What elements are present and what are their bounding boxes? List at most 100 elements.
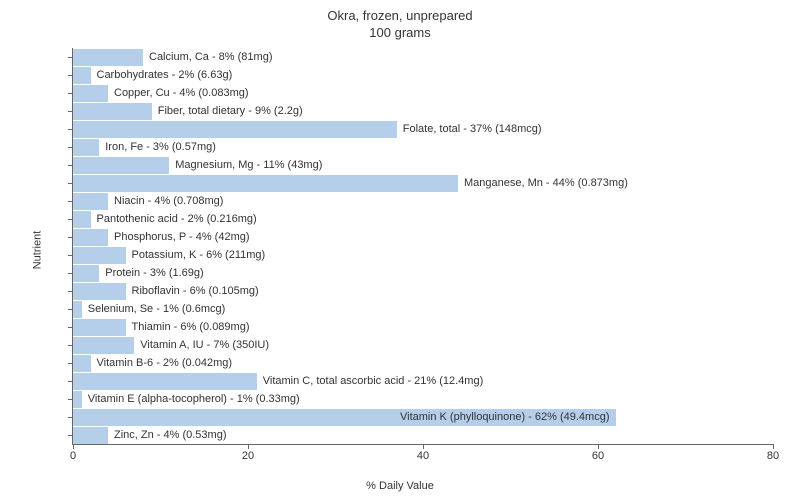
nutrient-label: Niacin - 4% (0.708mg) xyxy=(108,195,223,207)
y-tick-mark xyxy=(68,111,73,112)
y-tick-mark xyxy=(68,183,73,184)
bar-row: Vitamin A, IU - 7% (350IU) xyxy=(73,337,134,355)
y-tick-mark xyxy=(68,255,73,256)
nutrient-label: Selenium, Se - 1% (0.6mcg) xyxy=(82,303,226,315)
y-tick-mark xyxy=(68,417,73,418)
nutrient-bar: Manganese, Mn - 44% (0.873mg) xyxy=(73,175,458,192)
bar-row: Fiber, total dietary - 9% (2.2g) xyxy=(73,103,152,121)
x-tick-mark xyxy=(423,444,424,449)
x-tick-label: 60 xyxy=(592,450,604,462)
nutrient-bar: Protein - 3% (1.69g) xyxy=(73,265,99,282)
bar-row: Niacin - 4% (0.708mg) xyxy=(73,193,108,211)
nutrient-label: Potassium, K - 6% (211mg) xyxy=(126,249,266,261)
y-tick-mark xyxy=(68,399,73,400)
y-tick-mark xyxy=(68,291,73,292)
nutrient-label: Copper, Cu - 4% (0.083mg) xyxy=(108,87,249,99)
bar-row: Pantothenic acid - 2% (0.216mg) xyxy=(73,211,91,229)
x-tick-label: 20 xyxy=(242,450,254,462)
y-tick-mark xyxy=(68,345,73,346)
nutrient-label: Thiamin - 6% (0.089mg) xyxy=(126,321,250,333)
nutrient-bar: Fiber, total dietary - 9% (2.2g) xyxy=(73,103,152,120)
nutrient-label: Vitamin K (phylloquinone) - 62% (49.4mcg… xyxy=(400,411,610,423)
y-tick-mark xyxy=(68,219,73,220)
y-tick-mark xyxy=(68,93,73,94)
y-tick-mark xyxy=(68,309,73,310)
nutrient-label: Calcium, Ca - 8% (81mg) xyxy=(143,51,272,63)
bar-row: Vitamin C, total ascorbic acid - 21% (12… xyxy=(73,373,257,391)
x-tick-mark xyxy=(598,444,599,449)
x-tick-label: 40 xyxy=(417,450,429,462)
title-line-2: 100 grams xyxy=(369,25,430,40)
bar-row: Folate, total - 37% (148mcg) xyxy=(73,121,397,139)
nutrient-label: Carbohydrates - 2% (6.63g) xyxy=(91,69,233,81)
nutrient-label: Vitamin E (alpha-tocopherol) - 1% (0.33m… xyxy=(82,393,300,405)
nutrient-label: Folate, total - 37% (148mcg) xyxy=(397,123,542,135)
nutrient-bar: Phosphorus, P - 4% (42mg) xyxy=(73,229,108,246)
nutrient-bar: Iron, Fe - 3% (0.57mg) xyxy=(73,139,99,156)
nutrient-label: Vitamin A, IU - 7% (350IU) xyxy=(134,339,269,351)
bar-row: Potassium, K - 6% (211mg) xyxy=(73,247,126,265)
nutrient-bar: Selenium, Se - 1% (0.6mcg) xyxy=(73,301,82,318)
y-tick-mark xyxy=(68,327,73,328)
y-tick-mark xyxy=(68,237,73,238)
bar-row: Magnesium, Mg - 11% (43mg) xyxy=(73,157,169,175)
y-tick-mark xyxy=(68,129,73,130)
bar-row: Carbohydrates - 2% (6.63g) xyxy=(73,67,91,85)
nutrient-bar: Niacin - 4% (0.708mg) xyxy=(73,193,108,210)
nutrient-label: Iron, Fe - 3% (0.57mg) xyxy=(99,141,216,153)
y-tick-mark xyxy=(68,165,73,166)
nutrient-label: Manganese, Mn - 44% (0.873mg) xyxy=(458,177,628,189)
nutrient-bar: Riboflavin - 6% (0.105mg) xyxy=(73,283,126,300)
nutrient-bar: Carbohydrates - 2% (6.63g) xyxy=(73,67,91,84)
nutrient-bar: Vitamin B-6 - 2% (0.042mg) xyxy=(73,355,91,372)
nutrient-chart: Okra, frozen, unprepared 100 grams Nutri… xyxy=(0,0,800,500)
nutrient-bar: Pantothenic acid - 2% (0.216mg) xyxy=(73,211,91,228)
bar-row: Vitamin B-6 - 2% (0.042mg) xyxy=(73,355,91,373)
nutrient-bar: Vitamin C, total ascorbic acid - 21% (12… xyxy=(73,373,257,390)
nutrient-bar: Magnesium, Mg - 11% (43mg) xyxy=(73,157,169,174)
x-tick-mark xyxy=(248,444,249,449)
y-tick-mark xyxy=(68,201,73,202)
bar-row: Manganese, Mn - 44% (0.873mg) xyxy=(73,175,458,193)
plot-area: 020406080Calcium, Ca - 8% (81mg)Carbohyd… xyxy=(72,48,773,445)
x-tick-label: 80 xyxy=(767,450,779,462)
bar-row: Thiamin - 6% (0.089mg) xyxy=(73,319,126,337)
bar-row: Phosphorus, P - 4% (42mg) xyxy=(73,229,108,247)
bar-row: Selenium, Se - 1% (0.6mcg) xyxy=(73,301,82,319)
bar-row: Riboflavin - 6% (0.105mg) xyxy=(73,283,126,301)
title-line-1: Okra, frozen, unprepared xyxy=(327,8,472,23)
bar-row: Vitamin K (phylloquinone) - 62% (49.4mcg… xyxy=(73,409,616,427)
nutrient-label: Pantothenic acid - 2% (0.216mg) xyxy=(91,213,257,225)
x-tick-mark xyxy=(73,444,74,449)
bar-row: Protein - 3% (1.69g) xyxy=(73,265,99,283)
x-axis-label: % Daily Value xyxy=(366,480,434,492)
nutrient-label: Magnesium, Mg - 11% (43mg) xyxy=(169,159,322,171)
nutrient-bar: Vitamin K (phylloquinone) - 62% (49.4mcg… xyxy=(73,409,616,426)
y-tick-mark xyxy=(68,363,73,364)
bar-row: Vitamin E (alpha-tocopherol) - 1% (0.33m… xyxy=(73,391,82,409)
nutrient-label: Vitamin C, total ascorbic acid - 21% (12… xyxy=(257,375,484,387)
x-tick-mark xyxy=(773,444,774,449)
y-tick-mark xyxy=(68,147,73,148)
nutrient-bar: Folate, total - 37% (148mcg) xyxy=(73,121,397,138)
nutrient-bar: Thiamin - 6% (0.089mg) xyxy=(73,319,126,336)
y-tick-mark xyxy=(68,381,73,382)
x-tick-label: 0 xyxy=(70,450,76,462)
bar-row: Calcium, Ca - 8% (81mg) xyxy=(73,49,143,67)
y-tick-mark xyxy=(68,75,73,76)
bar-row: Zinc, Zn - 4% (0.53mg) xyxy=(73,427,108,445)
nutrient-bar: Calcium, Ca - 8% (81mg) xyxy=(73,49,143,66)
nutrient-bar: Potassium, K - 6% (211mg) xyxy=(73,247,126,264)
nutrient-label: Phosphorus, P - 4% (42mg) xyxy=(108,231,250,243)
nutrient-label: Riboflavin - 6% (0.105mg) xyxy=(126,285,259,297)
chart-title: Okra, frozen, unprepared 100 grams xyxy=(0,0,800,42)
nutrient-label: Vitamin B-6 - 2% (0.042mg) xyxy=(91,357,233,369)
y-tick-mark xyxy=(68,57,73,58)
nutrient-label: Fiber, total dietary - 9% (2.2g) xyxy=(152,105,303,117)
nutrient-bar: Vitamin A, IU - 7% (350IU) xyxy=(73,337,134,354)
nutrient-bar: Vitamin E (alpha-tocopherol) - 1% (0.33m… xyxy=(73,391,82,408)
y-tick-mark xyxy=(68,435,73,436)
nutrient-bar: Copper, Cu - 4% (0.083mg) xyxy=(73,85,108,102)
y-axis-label: Nutrient xyxy=(31,231,43,270)
nutrient-label: Protein - 3% (1.69g) xyxy=(99,267,203,279)
